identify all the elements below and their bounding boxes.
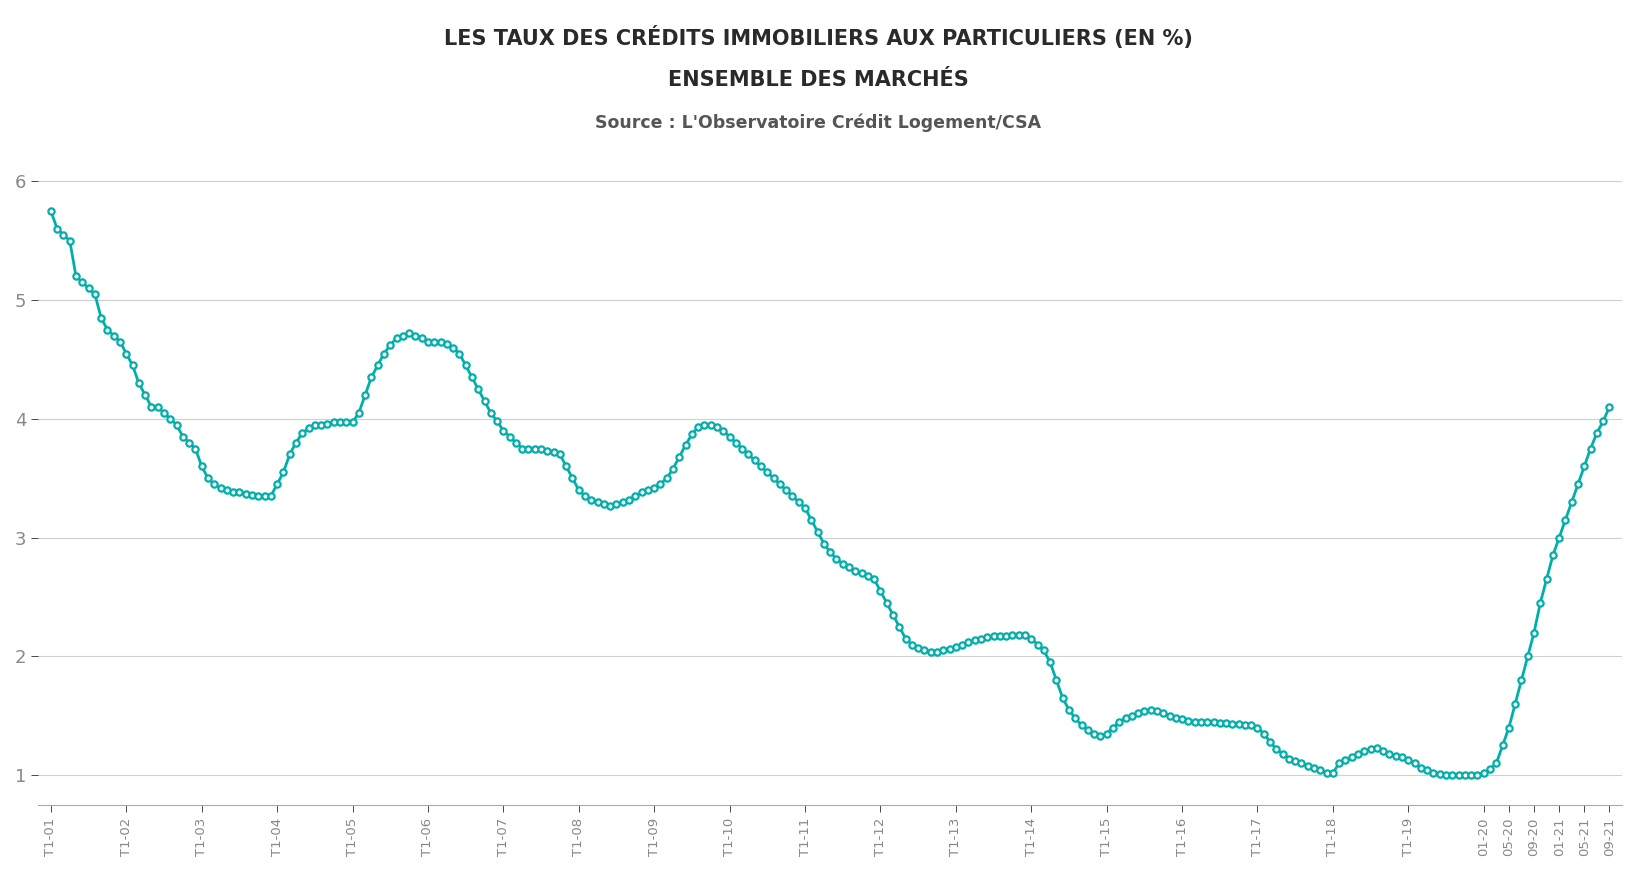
Text: ENSEMBLE DES MARCHÉS: ENSEMBLE DES MARCHÉS (668, 70, 969, 90)
Text: Source : L'Observatoire Crédit Logement/CSA: Source : L'Observatoire Crédit Logement/… (596, 113, 1041, 132)
Text: LES TAUX DES CRÉDITS IMMOBILIERS AUX PARTICULIERS (EN %): LES TAUX DES CRÉDITS IMMOBILIERS AUX PAR… (444, 26, 1193, 49)
